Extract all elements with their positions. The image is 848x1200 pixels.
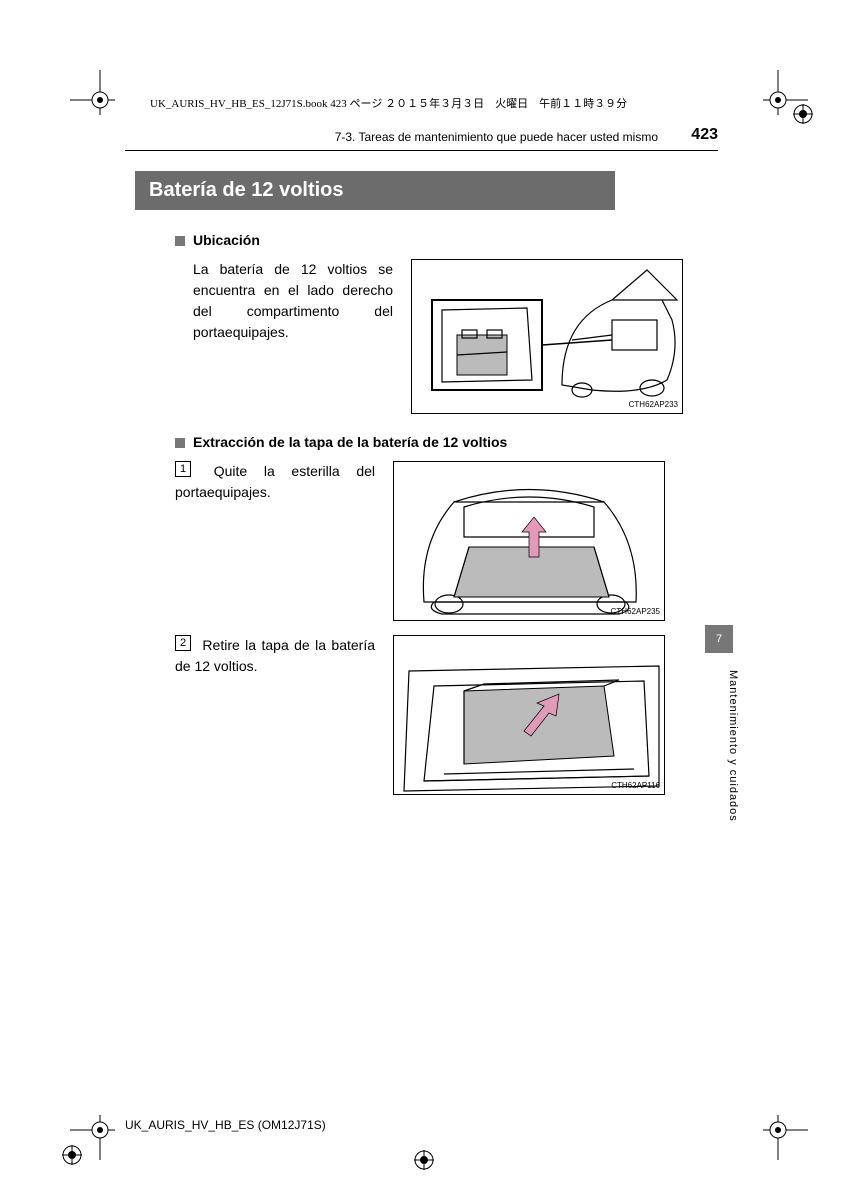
heading-label: Extracción de la tapa de la batería de 1… (193, 432, 507, 453)
diagram-remove-cover: CTH62AP116 (393, 635, 665, 795)
bullet-icon (175, 438, 185, 448)
step2-container: 2 Retire la tapa de la batería de 12 vol… (175, 635, 375, 677)
crop-mark-br (748, 1100, 778, 1130)
step-number-1: 1 (175, 461, 191, 477)
section1-text: La batería de 12 voltios se encuentra en… (193, 259, 393, 343)
chapter-tab: 7 (705, 625, 733, 653)
bullet-icon (175, 236, 185, 246)
step-number-2: 2 (175, 635, 191, 651)
step1-text: Quite la esterilla del portaequipajes. (175, 463, 375, 500)
breadcrumb: 7-3. Tareas de mantenimiento que puede h… (125, 130, 658, 144)
header-rule (125, 150, 718, 151)
section-heading-ubicacion: Ubicación (175, 230, 718, 251)
registration-mark-bl (62, 1145, 82, 1165)
registration-mark-top (793, 104, 813, 124)
crop-mark-tr (748, 70, 778, 100)
step1-container: 1 Quite la esterilla del portaequipajes. (175, 461, 375, 503)
image-code-2: CTH62AP235 (611, 606, 660, 618)
page-title: Batería de 12 voltios (135, 171, 615, 210)
image-code-1: CTH62AP233 (629, 399, 678, 411)
step2-text: Retire la tapa de la batería de 12 volti… (175, 637, 375, 674)
diagram-remove-mat: CTH62AP235 (393, 461, 665, 621)
chapter-label: Mantenimiento y cuidados (727, 670, 739, 822)
crop-mark-tl (70, 70, 100, 100)
image-code-3: CTH62AP116 (611, 780, 660, 792)
registration-mark-bm (414, 1150, 434, 1170)
crop-mark-bl (70, 1100, 100, 1130)
footer-doc-code: UK_AURIS_HV_HB_ES (OM12J71S) (125, 1118, 326, 1132)
page-number: 423 (691, 126, 718, 144)
diagram-battery-location: CTH62AP233 (411, 259, 683, 414)
section-heading-extraccion: Extracción de la tapa de la batería de 1… (175, 432, 718, 453)
heading-label: Ubicación (193, 230, 260, 251)
book-header-note: UK_AURIS_HV_HB_ES_12J71S.book 423 ページ ２０… (150, 95, 627, 111)
